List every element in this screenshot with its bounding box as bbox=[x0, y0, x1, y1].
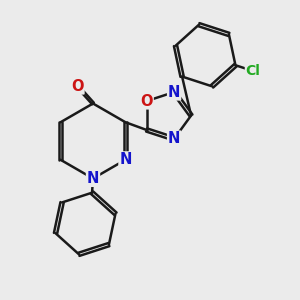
Text: N: N bbox=[119, 152, 132, 167]
Text: O: O bbox=[140, 94, 153, 109]
Text: Cl: Cl bbox=[246, 64, 261, 78]
Text: N: N bbox=[168, 85, 180, 100]
Text: N: N bbox=[87, 171, 99, 186]
Text: O: O bbox=[71, 79, 84, 94]
Text: N: N bbox=[168, 131, 180, 146]
